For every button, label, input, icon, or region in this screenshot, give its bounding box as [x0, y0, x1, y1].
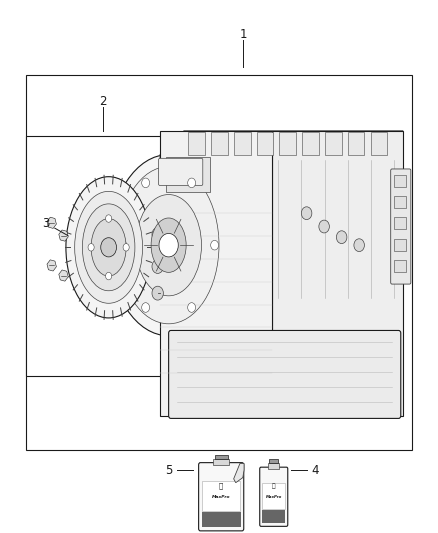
Bar: [268, 463, 279, 469]
Text: 4: 4: [311, 464, 319, 477]
Bar: [394, 239, 406, 251]
Bar: [257, 132, 273, 155]
Circle shape: [152, 228, 163, 241]
Circle shape: [187, 178, 195, 188]
Polygon shape: [160, 131, 403, 160]
Circle shape: [187, 303, 195, 312]
Circle shape: [159, 233, 178, 257]
Bar: [371, 132, 387, 155]
Bar: [348, 132, 364, 155]
Ellipse shape: [136, 195, 201, 296]
Text: MaxPro: MaxPro: [212, 495, 230, 499]
Polygon shape: [160, 131, 272, 416]
Circle shape: [141, 303, 149, 312]
Bar: [325, 132, 342, 155]
Bar: [215, 455, 228, 459]
Ellipse shape: [118, 166, 219, 324]
Bar: [269, 459, 278, 463]
Bar: [279, 132, 296, 155]
FancyBboxPatch shape: [391, 169, 411, 284]
Bar: [394, 260, 406, 272]
Circle shape: [319, 220, 329, 233]
Bar: [262, 510, 285, 523]
Circle shape: [106, 215, 112, 222]
Circle shape: [301, 207, 312, 220]
Bar: [213, 459, 229, 465]
Ellipse shape: [82, 204, 135, 290]
FancyBboxPatch shape: [199, 463, 244, 531]
Bar: [166, 157, 210, 192]
FancyBboxPatch shape: [169, 330, 401, 418]
Bar: [394, 175, 406, 187]
Text: 1: 1: [239, 28, 247, 41]
Bar: [26, 75, 412, 450]
Bar: [394, 196, 406, 208]
Circle shape: [106, 272, 112, 280]
Ellipse shape: [74, 191, 142, 303]
Polygon shape: [272, 131, 403, 416]
Polygon shape: [234, 464, 244, 483]
Circle shape: [123, 244, 129, 251]
Circle shape: [152, 260, 163, 273]
Bar: [262, 483, 285, 509]
Text: MaxPro: MaxPro: [265, 495, 282, 499]
Text: 3: 3: [42, 217, 49, 230]
Bar: [201, 512, 240, 527]
Bar: [202, 481, 240, 511]
FancyBboxPatch shape: [159, 158, 203, 185]
Text: Ⓜ: Ⓜ: [219, 482, 223, 489]
Bar: [394, 217, 406, 229]
Circle shape: [119, 240, 127, 250]
Circle shape: [354, 239, 364, 252]
Circle shape: [152, 286, 163, 300]
Ellipse shape: [151, 218, 186, 272]
Text: 5: 5: [165, 464, 172, 477]
Bar: [188, 132, 205, 155]
FancyBboxPatch shape: [260, 467, 288, 527]
Bar: [26, 136, 182, 376]
Bar: [234, 132, 251, 155]
Circle shape: [101, 238, 117, 257]
Text: 2: 2: [99, 95, 107, 108]
Circle shape: [336, 231, 347, 244]
Circle shape: [88, 244, 94, 251]
Text: Ⓜ: Ⓜ: [272, 484, 276, 489]
Bar: [302, 132, 319, 155]
Circle shape: [142, 178, 150, 188]
Bar: [211, 132, 228, 155]
Ellipse shape: [110, 155, 228, 336]
Ellipse shape: [66, 176, 152, 318]
Ellipse shape: [91, 219, 126, 276]
Circle shape: [211, 240, 219, 250]
